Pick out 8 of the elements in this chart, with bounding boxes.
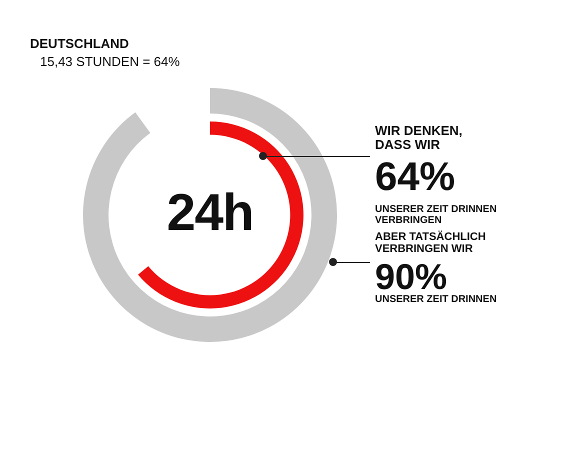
- text: WIR DENKEN, DASS WIR: [375, 123, 464, 152]
- text: 24h: [166, 184, 254, 242]
- chart-subtitle: 15,43 STUNDEN = 64%: [40, 54, 180, 69]
- text: UNSERER ZEIT DRINNEN: [375, 294, 498, 306]
- text: 64%: [375, 155, 456, 199]
- text: ABER TATSÄCHLICH VERBRINGEN WIR: [375, 231, 487, 256]
- text: UNSERER ZEIT DRINNEN VERBRINGEN: [375, 204, 498, 226]
- chart-title: DEUTSCHLAND: [30, 36, 129, 51]
